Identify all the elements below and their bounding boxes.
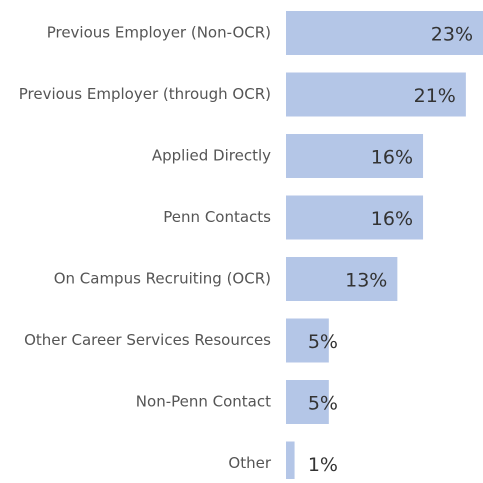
bar	[286, 195, 424, 240]
value-label: 1%	[308, 454, 338, 476]
value-label: 16%	[371, 208, 413, 230]
value-label: 5%	[308, 331, 338, 353]
bar	[286, 441, 295, 483]
value-label: 21%	[414, 85, 456, 107]
bar	[286, 380, 329, 424]
bar	[286, 11, 483, 55]
category-label: On Campus Recruiting (OCR)	[54, 270, 271, 288]
bar	[286, 257, 398, 301]
category-label: Applied Directly	[152, 147, 271, 165]
category-label: Previous Employer (through OCR)	[19, 85, 271, 103]
value-label: 5%	[308, 393, 338, 415]
value-label: 23%	[431, 24, 473, 46]
bar	[286, 318, 329, 363]
category-label: Other	[228, 454, 271, 472]
category-label: Non-Penn Contact	[136, 393, 271, 411]
bar	[286, 134, 424, 178]
value-label: 16%	[371, 147, 413, 169]
category-label: Other Career Services Resources	[24, 331, 271, 349]
value-label: 13%	[345, 270, 387, 292]
category-label: Previous Employer (Non-OCR)	[47, 24, 271, 42]
bar	[286, 72, 466, 117]
category-label: Penn Contacts	[163, 208, 271, 226]
